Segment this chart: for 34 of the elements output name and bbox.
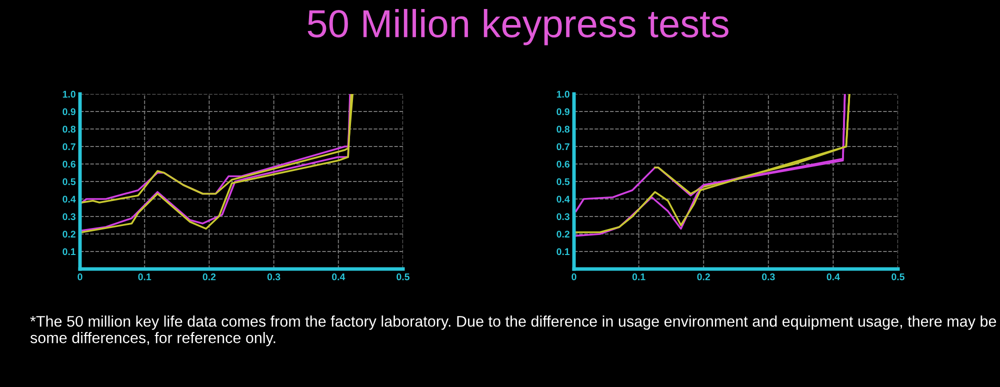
y-tick-label: 0.5 [556,178,570,186]
x-tick-label: 0 [572,273,576,280]
y-tick-label: 0.3 [62,213,76,220]
y-tick-label: 0.9 [556,108,570,116]
x-tick-label: 0.3 [762,273,775,280]
y-tick-label: 0.6 [556,160,570,168]
x-tick-label: 0.1 [632,273,646,280]
y-tick-label: 0.6 [62,160,76,168]
x-tick-label: 0.4 [826,273,840,280]
x-tick-label: 0.2 [202,273,216,280]
y-tick-label: 0.8 [556,126,570,133]
x-tick-label: 0.5 [892,273,904,280]
y-tick-label: 0.5 [62,178,76,186]
y-tick-label: 1.0 [556,90,570,98]
x-tick-label: 0.3 [267,273,280,280]
y-tick-label: 0.1 [62,248,76,256]
x-tick-label: 0.2 [697,273,710,280]
y-tick-label: 0.7 [556,143,570,150]
y-tick-label: 1.0 [62,90,76,98]
x-tick-label: 0 [78,273,82,280]
y-tick-label: 0.4 [556,196,570,203]
y-tick-label: 0.2 [62,230,76,238]
text: *The 50 million key life data comes from the factory laboratory. Due to the difference in usage environment and equipment usage, there may be some differences, for reference only. [30,316,996,346]
x-tick-label: 0.5 [396,273,410,280]
x-tick-label: 0.4 [332,273,346,280]
text: 50 Million keypress tests [308,8,728,46]
y-tick-label: 0.8 [62,126,76,133]
y-tick-label: 0.4 [62,196,76,203]
y-tick-label: 0.2 [556,230,570,238]
y-tick-label: 0.1 [556,248,570,256]
y-tick-label: 0.9 [62,108,76,116]
y-tick-label: 0.3 [556,213,570,220]
x-tick-label: 0.1 [138,273,152,280]
y-tick-label: 0.7 [62,143,76,150]
